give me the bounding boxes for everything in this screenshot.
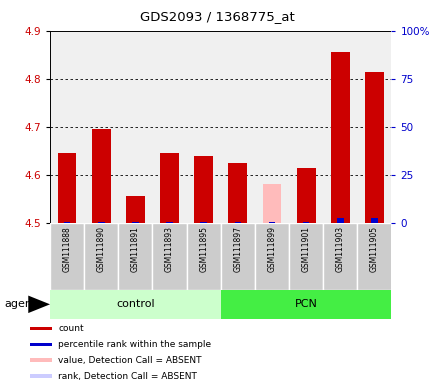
Bar	[58, 153, 76, 223]
Text: count: count	[58, 324, 84, 333]
Text: GDS2093 / 1368775_at: GDS2093 / 1368775_at	[140, 10, 294, 23]
Bar	[50, 223, 84, 290]
Bar	[336, 218, 343, 223]
Text: percentile rank within the sample: percentile rank within the sample	[58, 340, 211, 349]
Text: GSM111893: GSM111893	[164, 226, 174, 272]
Bar	[194, 156, 213, 223]
Text: GSM111905: GSM111905	[369, 226, 378, 272]
Bar	[30, 327, 52, 330]
Bar	[98, 222, 104, 223]
Text: GSM111891: GSM111891	[131, 226, 140, 272]
Bar	[289, 223, 322, 290]
Bar	[84, 223, 118, 290]
Bar	[30, 374, 52, 378]
Bar	[357, 223, 391, 290]
Text: rank, Detection Call = ABSENT: rank, Detection Call = ABSENT	[58, 372, 197, 381]
Bar	[92, 129, 110, 223]
Bar	[152, 223, 186, 290]
Bar	[200, 222, 207, 223]
Bar	[132, 222, 138, 223]
Text: control: control	[116, 299, 155, 310]
Bar	[296, 167, 315, 223]
Bar	[262, 184, 281, 223]
Bar	[118, 223, 152, 290]
Bar	[30, 343, 52, 346]
Bar	[160, 153, 178, 223]
Text: GSM111903: GSM111903	[335, 226, 344, 272]
Bar	[364, 71, 383, 223]
Bar	[186, 223, 220, 290]
Bar	[228, 163, 247, 223]
Bar	[322, 223, 357, 290]
Text: GSM111897: GSM111897	[233, 226, 242, 272]
Bar	[220, 223, 254, 290]
Bar	[166, 222, 172, 223]
Bar	[254, 223, 289, 290]
Bar	[370, 218, 377, 223]
Bar	[268, 222, 275, 223]
Text: GSM111890: GSM111890	[96, 226, 105, 272]
Bar	[50, 290, 220, 319]
Bar	[64, 222, 70, 223]
Bar	[330, 52, 349, 223]
Bar	[220, 290, 391, 319]
Text: PCN: PCN	[294, 299, 317, 310]
Bar	[126, 196, 145, 223]
Bar	[30, 359, 52, 362]
Text: agent: agent	[4, 299, 36, 310]
Polygon shape	[28, 296, 50, 313]
Text: GSM111895: GSM111895	[199, 226, 208, 272]
Text: GSM111888: GSM111888	[62, 226, 72, 272]
Text: GSM111901: GSM111901	[301, 226, 310, 272]
Bar	[234, 222, 240, 223]
Text: GSM111899: GSM111899	[267, 226, 276, 272]
Text: value, Detection Call = ABSENT: value, Detection Call = ABSENT	[58, 356, 201, 365]
Bar	[302, 222, 309, 223]
